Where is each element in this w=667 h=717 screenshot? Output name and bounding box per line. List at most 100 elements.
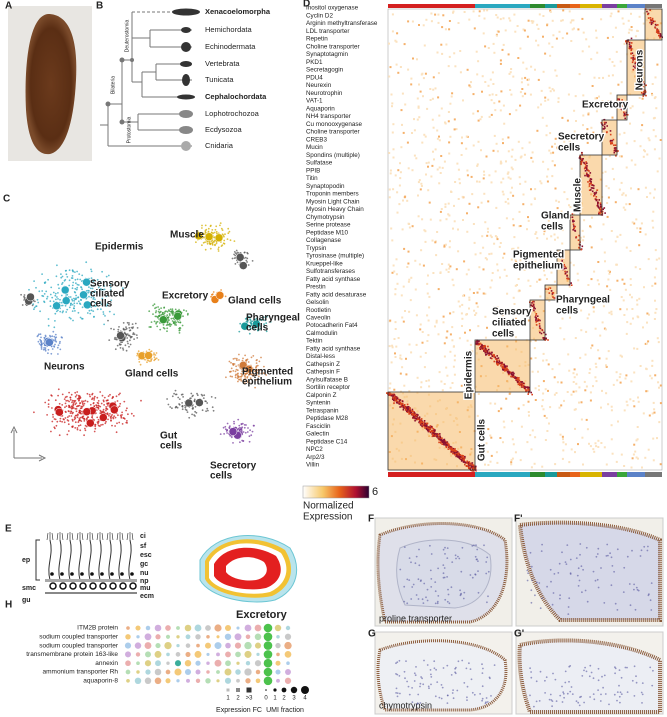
cell-point xyxy=(248,264,250,266)
heatmap-cell xyxy=(438,434,440,436)
cell-point xyxy=(166,314,168,316)
dot xyxy=(185,652,190,657)
cell-point xyxy=(48,318,50,320)
heatmap-cell xyxy=(448,153,450,155)
heatmap-cell xyxy=(569,317,571,319)
heatmap-cell xyxy=(581,249,583,251)
heatmap-cell xyxy=(404,104,406,106)
heatmap-cell xyxy=(400,399,402,401)
heatmap-cell xyxy=(547,181,549,183)
cell-point xyxy=(93,405,95,407)
heatmap-cell xyxy=(483,10,485,12)
heatmap-cell xyxy=(590,189,592,191)
heatmap-cell xyxy=(596,380,598,382)
heatmap-cell xyxy=(590,391,592,393)
heatmap-cell xyxy=(417,119,419,121)
heatmap-cell xyxy=(647,340,649,342)
heatmap-cell xyxy=(538,79,540,81)
heatmap-cell xyxy=(448,268,450,270)
cell-point xyxy=(40,333,42,335)
cell-point xyxy=(107,402,109,404)
cell-point xyxy=(211,229,213,231)
heatmap-cell xyxy=(554,239,556,241)
stain xyxy=(449,602,451,604)
cell-point xyxy=(225,376,227,378)
gene-label: Cathepsin F xyxy=(306,369,340,376)
cell-point xyxy=(37,299,39,301)
stain xyxy=(429,545,431,547)
cell-point xyxy=(162,312,164,314)
heatmap-cell xyxy=(543,380,545,382)
heatmap-cell xyxy=(504,365,506,367)
cell-point xyxy=(64,421,66,423)
heatmap-cell xyxy=(484,464,486,466)
stain xyxy=(593,693,595,695)
heatmap-cell xyxy=(432,272,434,274)
heatmap-cell xyxy=(487,350,489,352)
cell-point xyxy=(166,327,168,329)
heatmap-cell xyxy=(498,31,500,33)
heatmap-cell xyxy=(655,24,657,26)
heatmap-cell xyxy=(487,353,489,355)
clade-label: Protostomia xyxy=(126,116,132,143)
heatmap-cell xyxy=(578,402,580,404)
heatmap-cell xyxy=(629,42,631,44)
dot xyxy=(155,634,160,639)
cell-point xyxy=(65,311,67,313)
cell-point xyxy=(52,414,54,416)
heatmap-cell xyxy=(638,401,640,403)
heatmap-cell xyxy=(475,312,477,314)
heatmap-cell xyxy=(631,57,633,59)
heatmap-cell xyxy=(513,443,515,445)
heatmap-cell xyxy=(633,454,635,456)
heatmap-cell xyxy=(652,83,654,85)
heatmap-cell xyxy=(604,260,606,262)
cell-point xyxy=(75,279,77,281)
heatmap-cell xyxy=(454,65,456,67)
heatmap-cell xyxy=(629,294,631,296)
cell-point xyxy=(65,270,67,272)
nucleus xyxy=(100,572,104,576)
heatmap-cell xyxy=(432,98,434,100)
heatmap-cell xyxy=(421,142,423,144)
cilia xyxy=(127,532,133,540)
gene-label: Serine protease xyxy=(306,222,351,229)
heatmap-cell xyxy=(604,123,606,125)
heatmap-cell xyxy=(479,343,481,345)
cell-point xyxy=(68,285,70,287)
cell-point xyxy=(154,356,156,358)
taxon-label: Cnidaria xyxy=(205,141,234,150)
heatmap-cell xyxy=(401,358,403,360)
heatmap-cell xyxy=(528,411,530,413)
stain xyxy=(437,601,439,603)
stain xyxy=(414,680,416,682)
heatmap-cell xyxy=(599,335,601,337)
gene-label: Secretagogin xyxy=(306,67,344,74)
heatmap-cell xyxy=(529,285,531,287)
cell-point xyxy=(78,412,80,414)
bottom-color-bar xyxy=(475,472,530,477)
heatmap-cell xyxy=(562,37,564,39)
cell-point xyxy=(110,417,112,419)
heatmap-cell xyxy=(579,73,581,75)
heatmap-cell xyxy=(469,464,471,466)
cell-point xyxy=(50,353,52,355)
heatmap-cell xyxy=(601,390,603,392)
heatmap-cell xyxy=(598,283,600,285)
stain xyxy=(627,556,629,558)
heatmap-cell xyxy=(448,446,450,448)
cell-point xyxy=(108,275,110,277)
heatmap-cell xyxy=(389,393,391,395)
heatmap-cell xyxy=(549,132,551,134)
stain xyxy=(566,563,568,565)
cell-point xyxy=(109,413,111,415)
cell-point xyxy=(28,289,30,291)
stain xyxy=(436,681,438,683)
heatmap-cell xyxy=(392,13,394,15)
heatmap-cell xyxy=(444,161,446,163)
heatmap-cell xyxy=(477,292,479,294)
heatmap-cell xyxy=(433,76,435,78)
heatmap-cell xyxy=(428,429,430,431)
cluster-center xyxy=(53,302,61,310)
cell-point xyxy=(169,323,171,325)
